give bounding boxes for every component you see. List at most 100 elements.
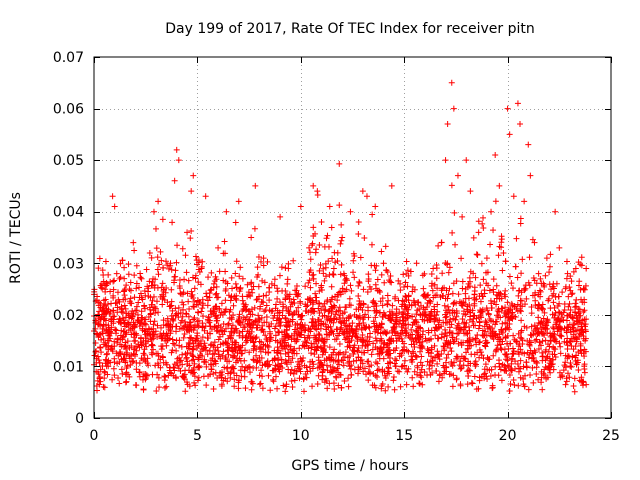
data-point	[191, 373, 198, 380]
data-point	[560, 367, 567, 374]
data-point	[97, 316, 104, 323]
data-point	[378, 248, 385, 255]
data-point	[228, 274, 235, 281]
data-point	[240, 314, 247, 321]
data-point	[331, 346, 338, 353]
data-point	[564, 270, 571, 277]
data-point	[413, 354, 420, 361]
y-tick-label: 0.02	[53, 308, 84, 324]
data-point	[548, 361, 555, 368]
axis-ticks	[94, 57, 612, 419]
data-point	[288, 377, 295, 384]
data-point	[343, 317, 350, 324]
data-point	[418, 374, 425, 381]
data-point	[309, 315, 316, 322]
data-point	[515, 330, 522, 337]
data-point	[200, 313, 207, 320]
data-point	[159, 301, 166, 308]
data-point	[111, 277, 118, 284]
data-point	[454, 172, 461, 179]
data-point	[351, 347, 358, 354]
data-point	[373, 310, 380, 317]
data-point	[228, 314, 235, 321]
data-point	[301, 322, 308, 329]
y-tick-labels: 00.010.020.030.040.050.060.07	[53, 50, 84, 427]
data-point	[306, 244, 313, 251]
data-point	[153, 388, 160, 395]
data-point	[104, 350, 111, 357]
data-point	[541, 283, 548, 290]
data-point	[527, 371, 534, 378]
data-point	[233, 339, 240, 346]
data-point	[492, 363, 499, 370]
data-point	[417, 348, 424, 355]
data-point	[153, 245, 160, 252]
data-point	[477, 282, 484, 289]
data-point	[114, 289, 121, 296]
data-point	[213, 294, 220, 301]
data-point	[441, 364, 448, 371]
data-point	[564, 324, 571, 331]
data-point	[228, 293, 235, 300]
data-point	[365, 271, 372, 278]
data-point	[249, 311, 256, 318]
data-point	[117, 260, 124, 267]
data-point	[307, 249, 313, 256]
data-point	[463, 349, 470, 356]
data-point	[151, 318, 158, 325]
data-point	[125, 271, 132, 278]
data-point	[532, 297, 539, 304]
data-point	[549, 351, 556, 358]
data-point	[110, 286, 117, 293]
data-point	[507, 365, 514, 372]
data-point	[331, 249, 338, 256]
data-point	[581, 316, 588, 323]
data-point	[277, 322, 284, 329]
data-point	[471, 312, 478, 319]
data-point	[215, 244, 222, 251]
data-point	[353, 333, 360, 340]
data-point	[111, 338, 118, 345]
data-point	[578, 254, 585, 261]
data-point	[135, 284, 142, 291]
data-point	[486, 323, 493, 330]
data-point	[191, 360, 198, 367]
data-point	[384, 301, 391, 308]
data-point	[535, 314, 542, 321]
data-point	[206, 330, 213, 337]
data-point	[389, 308, 396, 315]
data-point	[179, 351, 186, 358]
data-point	[464, 381, 471, 388]
data-point	[365, 323, 372, 330]
data-point	[337, 271, 344, 278]
data-point	[552, 336, 559, 343]
data-point	[498, 239, 505, 246]
data-point	[307, 267, 314, 274]
data-point	[471, 284, 478, 291]
data-point	[220, 348, 227, 355]
data-point	[158, 324, 165, 331]
data-point	[538, 379, 545, 386]
y-tick-label: 0.04	[53, 205, 84, 221]
data-point	[319, 313, 326, 320]
x-tick-label: 25	[602, 428, 620, 444]
data-point	[134, 311, 141, 318]
data-point	[249, 335, 256, 342]
data-point	[239, 363, 246, 370]
data-point	[564, 342, 571, 349]
data-point	[516, 287, 523, 294]
data-point	[254, 264, 261, 271]
data-point	[233, 328, 240, 335]
data-point	[569, 335, 576, 342]
data-point	[253, 324, 260, 331]
data-point	[217, 355, 224, 362]
data-point	[307, 368, 314, 375]
data-point	[479, 332, 486, 339]
data-point	[401, 362, 408, 369]
data-point	[147, 311, 154, 318]
data-point	[449, 290, 456, 297]
data-point	[223, 208, 230, 215]
data-point	[537, 293, 544, 300]
data-point	[259, 385, 266, 392]
data-point	[492, 332, 498, 339]
